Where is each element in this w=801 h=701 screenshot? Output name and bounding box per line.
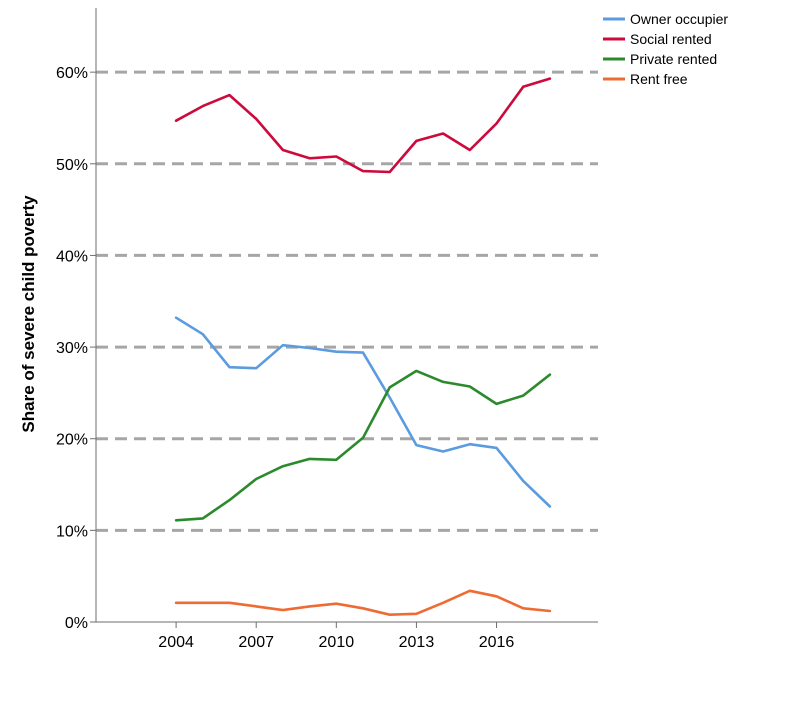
series-line-social-rented: [174, 77, 552, 174]
legend: Owner occupier Social rented Private rente…: [603, 11, 728, 87]
legend-label-social-rented: Social rented: [630, 31, 712, 47]
series-lines: [174, 77, 552, 617]
series-line-rent-free: [174, 589, 552, 617]
series-line-private-rented: [174, 369, 552, 522]
x-tick-label: 2010: [319, 634, 355, 651]
x-tick-label: 2004: [158, 634, 194, 651]
y-tick-label: 10%: [56, 523, 88, 540]
legend-label-private-rented: Private rented: [630, 51, 717, 67]
axes: [95, 8, 598, 623]
y-axis-ticks: 0% 10% 20% 30% 40% 50% 60%: [56, 65, 96, 632]
legend-label-owner-occupier: Owner occupier: [630, 11, 728, 27]
y-tick-label: 20%: [56, 432, 88, 449]
y-tick-label: 0%: [65, 615, 88, 632]
y-tick-label: 50%: [56, 157, 88, 174]
series-line-owner-occupier: [174, 316, 552, 508]
x-tick-label: 2013: [399, 634, 435, 651]
x-tick-label: 2016: [479, 634, 515, 651]
y-tick-label: 60%: [56, 65, 88, 82]
y-axis-title: Share of severe child poverty: [19, 195, 38, 433]
x-tick-label: 2007: [238, 634, 274, 651]
x-axis-ticks: 2004 2007 2010 2013 2016: [158, 622, 514, 651]
y-tick-label: 30%: [56, 340, 88, 357]
grid-lines: [96, 70, 598, 532]
legend-label-rent-free: Rent free: [630, 71, 688, 87]
y-tick-label: 40%: [56, 248, 88, 265]
